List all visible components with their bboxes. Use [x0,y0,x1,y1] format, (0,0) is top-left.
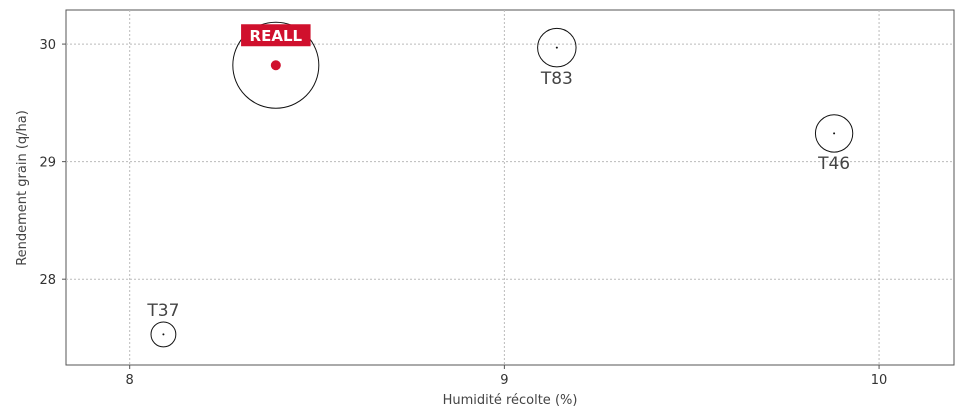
bubble-outline [537,27,577,68]
plot-area [65,9,955,366]
y-axis-title: Rendement grain (q/ha) [15,110,30,266]
highlight-label-box [241,24,311,47]
x-tick-label: 8 [126,373,134,388]
point-label: T37 [146,301,179,321]
point-center-dot [162,333,165,336]
point-center-dot [555,46,558,49]
bubble-outline [232,21,320,109]
point-center-dot [833,132,836,135]
gridlines [66,10,954,365]
data-point-t37: T37 [146,301,179,348]
bubble-outline [150,321,177,348]
data-point-t83: T83 [537,27,577,89]
x-axis-title: Humidité récolte (%) [443,393,578,408]
y-tick-label: 29 [39,156,56,171]
axis-ticks: 8 9 10 28 29 30 [39,38,887,388]
x-tick-label: 9 [500,373,508,388]
data-point-t46: T46 [814,114,854,174]
data-points: REALL T83 T46 T37 [146,21,854,348]
x-tick-label: 10 [871,373,888,388]
highlight-label: REALL [250,27,303,45]
point-label: T83 [540,69,573,89]
y-tick-label: 30 [39,38,56,53]
data-point-reall: REALL [232,21,320,109]
y-tick-label: 28 [39,273,56,288]
point-label: T46 [817,154,850,174]
highlight-dot [270,60,281,71]
bubble-outline [814,114,854,153]
